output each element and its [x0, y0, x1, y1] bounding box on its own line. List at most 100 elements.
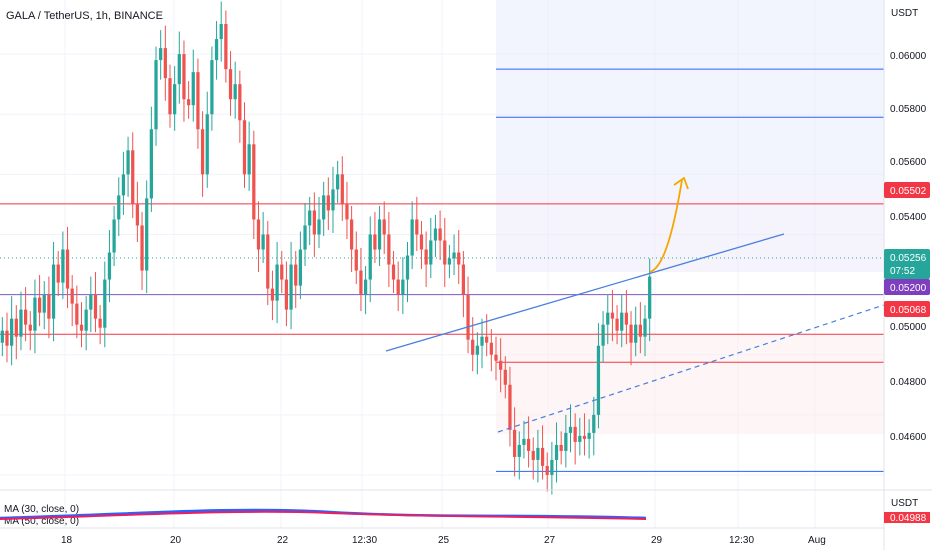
- price-tag-resistance: 0.05502: [884, 182, 930, 198]
- candle-body: [173, 84, 177, 115]
- projection-arrow[interactable]: [649, 179, 683, 273]
- candle-body: [382, 219, 386, 235]
- price-tick: 0.04600: [890, 432, 927, 443]
- ascending-trendline[interactable]: [385, 233, 785, 352]
- candle-body: [163, 48, 167, 79]
- indicator-label-ma30[interactable]: MA (30, close, 0): [4, 504, 79, 515]
- candle-body: [643, 318, 647, 337]
- symbol-title[interactable]: GALA / TetherUS, 1h, BINANCE: [6, 10, 163, 22]
- price-tick: 0.05800: [890, 104, 927, 115]
- candle-body: [252, 144, 256, 220]
- candle-body: [503, 369, 507, 385]
- candle-body: [438, 228, 442, 241]
- candle-body: [266, 234, 270, 289]
- candle-body: [298, 249, 303, 286]
- candle-body: [349, 219, 354, 250]
- candle-body: [485, 336, 489, 343]
- candle-body: [75, 303, 79, 325]
- candle-body: [606, 312, 610, 325]
- candle-body: [196, 72, 200, 130]
- price-tick: 0.05600: [890, 157, 927, 168]
- ma30-line: [0, 508, 647, 520]
- candle-body: [280, 264, 284, 280]
- candle-body: [526, 438, 531, 451]
- candle-body: [200, 129, 205, 175]
- candle-body: [359, 270, 363, 295]
- candle-body: [499, 360, 503, 370]
- candle-body: [587, 432, 591, 439]
- candle-body: [294, 264, 298, 286]
- candle-body: [65, 249, 70, 289]
- candle-body: [70, 288, 74, 304]
- candle-body: [452, 252, 456, 259]
- time-tick: Aug: [808, 535, 826, 546]
- indicator-axis-unit: USDT: [891, 498, 918, 509]
- candle-body: [624, 312, 629, 325]
- time-tick: 22: [277, 535, 289, 546]
- candle-body: [475, 345, 479, 355]
- price-tick: 0.05400: [890, 212, 927, 223]
- candle-body: [275, 264, 279, 301]
- candle-body: [447, 258, 452, 265]
- candle-body: [121, 174, 126, 196]
- candle-body: [61, 249, 65, 283]
- candle-body: [638, 324, 642, 337]
- candle-body: [443, 240, 447, 265]
- candle-body: [159, 48, 163, 61]
- candle-body: [559, 444, 563, 451]
- candle-body: [33, 297, 37, 331]
- time-tick: 25: [438, 535, 450, 546]
- time-tick: 12:30: [352, 535, 377, 546]
- dashed-support-trendline[interactable]: [497, 304, 885, 433]
- candle-body: [601, 324, 605, 346]
- price-tick: 0.06000: [890, 51, 927, 62]
- candle-body: [419, 234, 424, 250]
- candle-body: [312, 210, 316, 235]
- candle-body: [177, 54, 181, 85]
- indicator-value-tag: [884, 512, 930, 523]
- candle-body: [596, 345, 601, 415]
- candle-body: [629, 324, 633, 343]
- candle-body: [98, 318, 102, 328]
- candle-body: [28, 324, 32, 331]
- candle-body: [336, 174, 340, 190]
- candle-body: [466, 294, 470, 340]
- time-tick: 27: [544, 535, 556, 546]
- candle-body: [634, 324, 638, 343]
- candle-body: [154, 60, 158, 130]
- candle-body: [42, 294, 46, 313]
- svg-text:0.05256: 0.05256: [890, 253, 927, 264]
- candle-body: [140, 225, 144, 271]
- candle-body: [331, 189, 335, 211]
- price-tag-support: 0.05068: [884, 301, 930, 317]
- candle-body: [508, 384, 512, 430]
- candle-body: [5, 330, 9, 346]
- candle-body: [84, 309, 88, 331]
- candle-body: [573, 426, 577, 442]
- candle-body: [23, 309, 28, 325]
- ma50-line: [0, 510, 647, 520]
- svg-text:0.05200: 0.05200: [890, 283, 927, 294]
- candle-body: [126, 150, 130, 175]
- candle-body: [554, 444, 559, 460]
- indicator-label-ma50[interactable]: MA (50, close, 0): [4, 516, 79, 527]
- candle-body: [47, 294, 51, 319]
- candle-body: [564, 432, 568, 451]
- stop-zone-shading: [496, 334, 884, 434]
- candle-body: [79, 324, 84, 331]
- candle-body: [317, 219, 321, 235]
- candle-body: [363, 279, 368, 295]
- candle-body: [424, 249, 428, 265]
- price-tag-last: 0.05256 07:52: [884, 249, 930, 279]
- indicator-value-text: 0.04988: [890, 513, 927, 524]
- candle-body: [270, 288, 275, 301]
- time-tick: 20: [170, 535, 182, 546]
- candle-body: [610, 312, 615, 319]
- candle-body: [433, 228, 438, 241]
- candle-body: [19, 309, 23, 337]
- candle-body: [89, 294, 93, 310]
- candle-body: [522, 438, 526, 445]
- candle-body: [51, 264, 56, 319]
